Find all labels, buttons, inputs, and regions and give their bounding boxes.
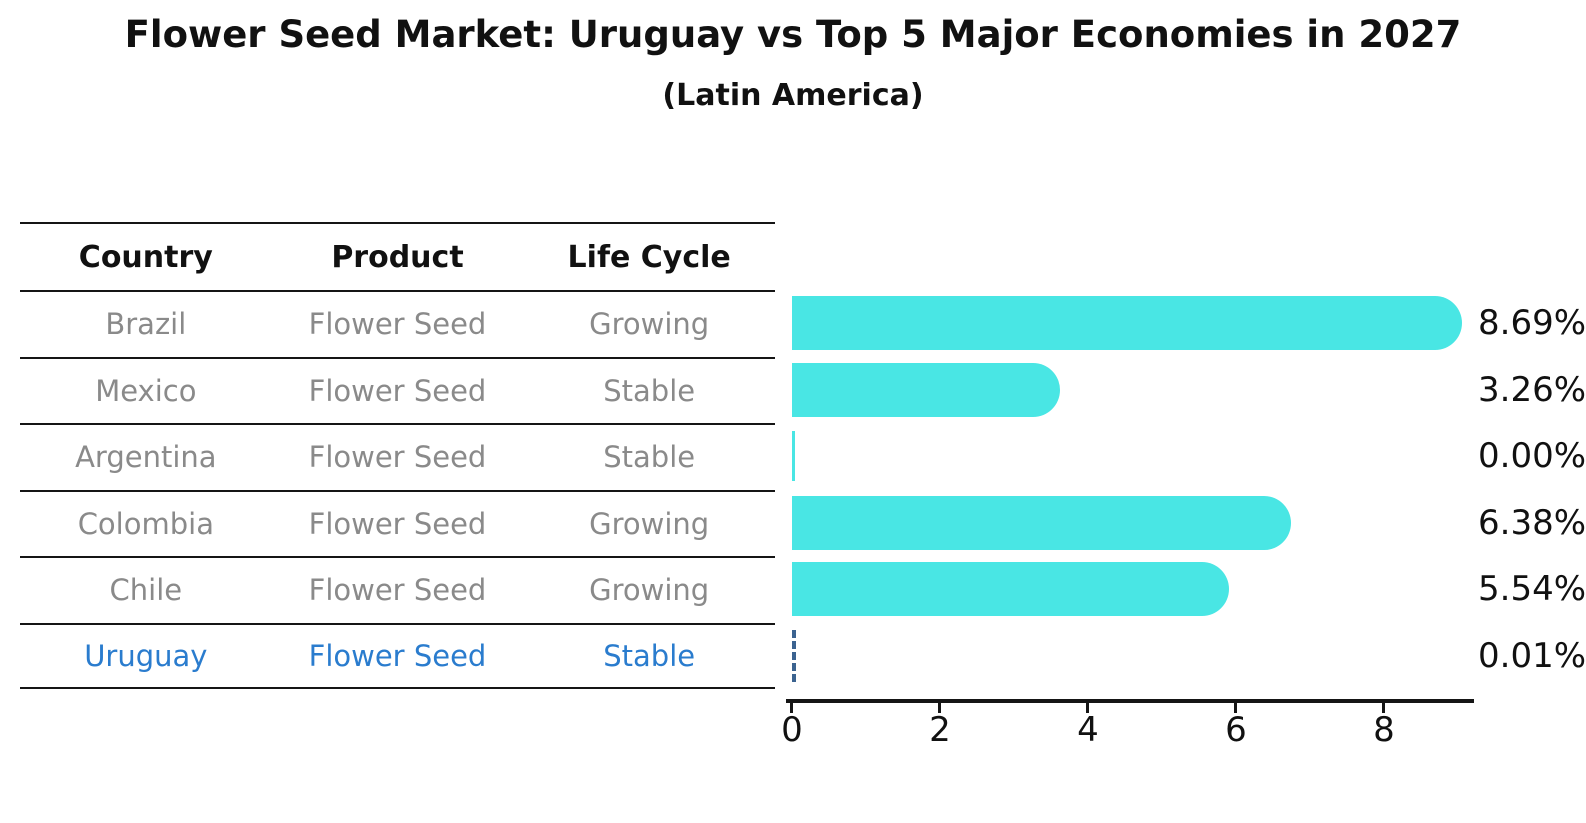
cell-life-cycle: Growing <box>589 307 710 342</box>
cell-life-cycle: Growing <box>589 506 710 541</box>
table-header-row: Country Product Life Cycle <box>20 222 775 290</box>
cell-life-cycle: Stable <box>603 440 696 475</box>
x-axis-label-6: 6 <box>1225 710 1247 750</box>
bar-mexico <box>792 363 1061 417</box>
column-header-country: Country <box>78 239 213 275</box>
cell-country: Uruguay <box>84 638 208 673</box>
table-row-brazil: Brazil Flower Seed Growing <box>20 290 775 357</box>
cell-country: Brazil <box>105 307 187 342</box>
column-header-product: Product <box>331 239 464 275</box>
bar-uruguay-dashed <box>792 630 796 682</box>
x-axis-label-2: 2 <box>929 710 951 750</box>
table-row-chile: Chile Flower Seed Growing <box>20 556 775 623</box>
cell-product: Flower Seed <box>308 506 487 541</box>
x-axis-tick-2 <box>938 702 941 713</box>
country-table: Country Product Life Cycle Brazil Flower… <box>20 222 775 689</box>
value-label-argentina: 0.00% <box>1478 436 1586 476</box>
x-axis-tick-8 <box>1382 702 1385 713</box>
cell-product: Flower Seed <box>308 373 487 408</box>
table-row-uruguay-highlighted: Uruguay Flower Seed Stable <box>20 622 775 689</box>
bar-chile <box>792 562 1229 616</box>
bar-argentina <box>792 431 795 481</box>
cell-country: Mexico <box>95 373 197 408</box>
cell-product: Flower Seed <box>308 638 487 673</box>
cell-product: Flower Seed <box>308 573 487 608</box>
column-header-life-cycle: Life Cycle <box>567 239 731 275</box>
value-label-uruguay: 0.01% <box>1478 636 1586 676</box>
cell-life-cycle: Stable <box>603 638 696 673</box>
table-row-colombia: Colombia Flower Seed Growing <box>20 489 775 557</box>
chart-subtitle: (Latin America) <box>662 78 924 113</box>
value-label-brazil: 8.69% <box>1478 303 1586 343</box>
x-axis-label-4: 4 <box>1077 710 1099 750</box>
x-axis-line <box>786 699 1474 703</box>
bar-colombia <box>792 496 1292 550</box>
cell-product: Flower Seed <box>308 307 487 342</box>
x-axis-tick-6 <box>1234 702 1237 713</box>
cell-country: Chile <box>109 573 183 608</box>
value-label-chile: 5.54% <box>1478 569 1586 609</box>
cell-life-cycle: Stable <box>603 373 696 408</box>
cell-country: Colombia <box>77 506 214 541</box>
chart-title: Flower Seed Market: Uruguay vs Top 5 Maj… <box>124 13 1462 56</box>
x-axis-tick-0 <box>790 702 793 713</box>
table-row-mexico: Mexico Flower Seed Stable <box>20 356 775 424</box>
x-axis-label-8: 8 <box>1373 710 1395 750</box>
cell-life-cycle: Growing <box>589 573 710 608</box>
value-label-colombia: 6.38% <box>1478 503 1586 543</box>
x-axis-tick-4 <box>1086 702 1089 713</box>
value-label-mexico: 3.26% <box>1478 370 1586 410</box>
x-axis-label-0: 0 <box>781 710 803 750</box>
cell-country: Argentina <box>75 440 217 475</box>
bar-brazil <box>792 296 1463 350</box>
table-row-argentina: Argentina Flower Seed Stable <box>20 423 775 490</box>
cell-product: Flower Seed <box>308 440 487 475</box>
